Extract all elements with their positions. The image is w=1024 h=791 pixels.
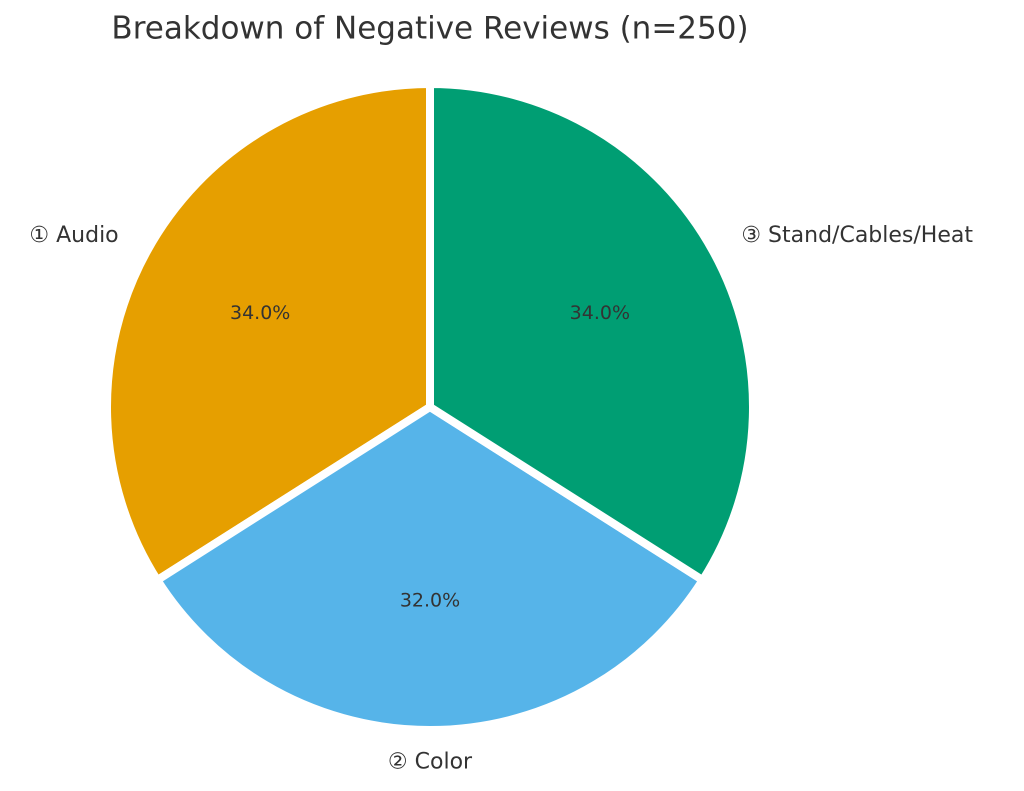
slice-category-label: ② Color bbox=[388, 749, 473, 774]
pie-slice bbox=[153, 403, 707, 734]
chart-title: Breakdown of Negative Reviews (n=250) bbox=[111, 11, 748, 47]
slice-value-label: 34.0% bbox=[570, 302, 630, 324]
slice-category-label: ③ Stand/Cables/Heat bbox=[741, 223, 973, 248]
slice-category-label: ① Audio bbox=[29, 223, 118, 248]
slice-value-label: 32.0% bbox=[400, 589, 460, 611]
slice-value-label: 34.0% bbox=[230, 302, 290, 324]
pie-slice bbox=[426, 80, 757, 585]
